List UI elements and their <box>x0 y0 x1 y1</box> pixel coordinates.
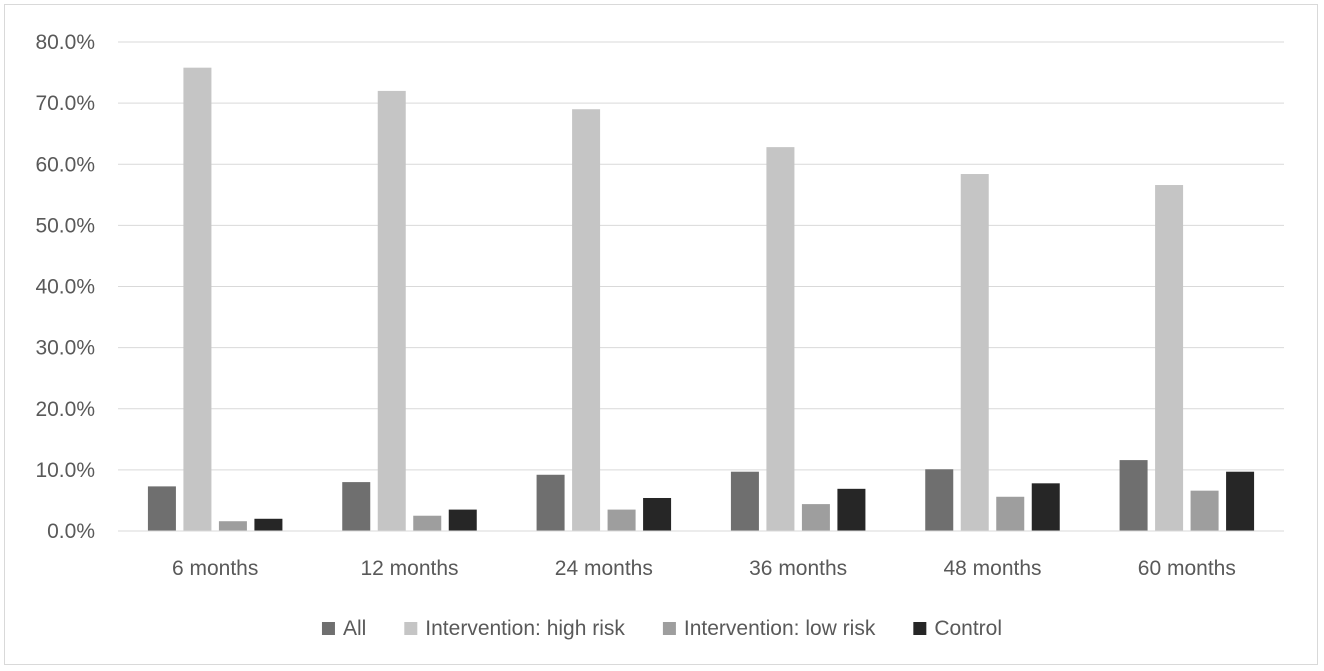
y-tick-label: 0.0% <box>47 520 95 543</box>
legend-label: Intervention: high risk <box>425 617 625 640</box>
bars <box>147 67 1255 532</box>
legend-label: Intervention: low risk <box>684 617 876 640</box>
bar <box>730 471 759 531</box>
y-tick-label: 10.0% <box>35 459 95 482</box>
x-tick-label: 6 months <box>172 557 258 580</box>
legend-item: Control <box>913 617 1002 640</box>
legend-swatch <box>662 622 676 635</box>
y-tick-label: 70.0% <box>35 92 95 115</box>
x-tick-label: 36 months <box>749 557 847 580</box>
bar <box>960 174 989 531</box>
bar <box>413 515 442 531</box>
bar <box>183 67 212 532</box>
chart-frame <box>4 4 1318 665</box>
y-tick-label: 30.0% <box>35 337 95 360</box>
y-tick-label: 80.0% <box>35 31 95 54</box>
gridlines <box>118 41 1284 471</box>
bar <box>218 521 247 531</box>
bar <box>607 509 636 531</box>
x-tick-label: 48 months <box>943 557 1041 580</box>
x-tick-label: 12 months <box>360 557 458 580</box>
bar <box>536 474 565 531</box>
bar <box>766 147 795 531</box>
bar <box>837 488 866 531</box>
bar <box>254 518 283 531</box>
legend-item: All <box>321 617 366 640</box>
y-tick-label: 20.0% <box>35 398 95 421</box>
bar <box>643 497 672 531</box>
legend: All Intervention: high risk Intervention: … <box>321 617 1002 640</box>
x-axis-tick-labels: 6 months 12 months 24 months 36 months 48 mo… <box>172 557 1236 580</box>
bar <box>925 469 954 531</box>
y-tick-label: 60.0% <box>35 153 95 176</box>
bar <box>1155 185 1184 531</box>
y-tick-label: 40.0% <box>35 276 95 299</box>
bar <box>448 509 477 531</box>
bar <box>572 109 601 532</box>
legend-label: All <box>343 617 366 640</box>
bar <box>377 90 406 532</box>
bar <box>1119 460 1148 531</box>
bar <box>342 482 371 531</box>
legend-swatch <box>913 622 927 635</box>
legend-swatch <box>321 622 335 635</box>
legend-item: Intervention: high risk <box>404 617 625 640</box>
x-tick-label: 24 months <box>555 557 653 580</box>
bar <box>147 486 176 531</box>
bar <box>996 496 1025 531</box>
bar <box>1031 483 1060 531</box>
y-tick-label: 50.0% <box>35 214 95 237</box>
legend-item: Intervention: low risk <box>662 617 876 640</box>
legend-label: Control <box>934 617 1002 640</box>
bar <box>1226 471 1255 531</box>
bar <box>801 504 830 531</box>
x-tick-label: 60 months <box>1138 557 1236 580</box>
y-axis-tick-labels: 0.0% 10.0% 20.0% 30.0% 40.0% 50.0% 60.0% 70.0% 8… <box>35 31 95 543</box>
bar <box>1190 490 1219 531</box>
legend-swatch <box>404 622 418 635</box>
